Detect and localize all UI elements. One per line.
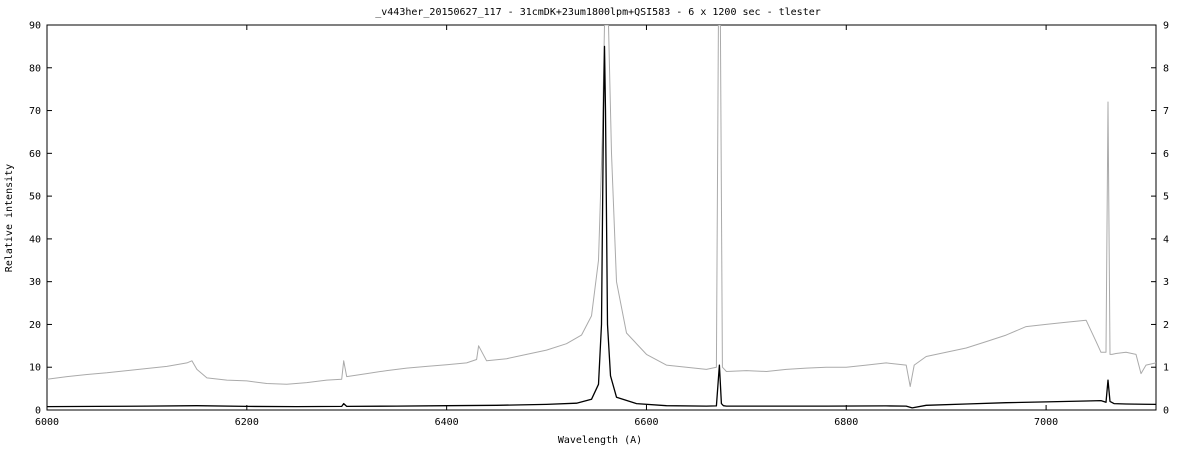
y-left-tick-label: 70: [29, 106, 41, 117]
y-right-tick-label: 8: [1163, 63, 1169, 74]
x-tick-label: 6800: [834, 417, 858, 428]
y-right-tick-label: 1: [1163, 363, 1169, 374]
y-right-tick-label: 5: [1163, 192, 1169, 203]
x-tick-label: 6000: [35, 417, 59, 428]
y-axis-left: 0 10 20 30 40 50 60 70 80 90: [29, 21, 52, 417]
y-axis-right: 0 1 2 3 4 5 6 7 8 9: [1151, 21, 1169, 417]
plot-frame: [46, 24, 1157, 411]
y-left-tick-label: 80: [29, 63, 41, 74]
x-axis-label: Wavelength (A): [558, 435, 642, 446]
y-left-tick-label: 50: [29, 192, 41, 203]
x-tick-label: 6600: [634, 417, 658, 428]
x-axis: 6000 6200 6400 6600 6800 7000: [35, 25, 1058, 428]
x-tick-label: 6200: [235, 417, 259, 428]
y-left-tick-label: 60: [29, 149, 41, 160]
gray-spectrum-line: [47, 25, 1156, 387]
y-right-tick-label: 4: [1163, 234, 1169, 245]
y-right-tick-label: 9: [1163, 21, 1169, 32]
y-right-tick-label: 2: [1163, 320, 1169, 331]
y-right-tick-label: 6: [1163, 149, 1169, 160]
black-spectrum-line: [47, 45, 1156, 409]
y-right-tick-label: 3: [1163, 277, 1169, 288]
y-left-tick-label: 10: [29, 363, 41, 374]
x-tick-label: 6400: [435, 417, 459, 428]
plot-border: [46, 24, 1157, 411]
series-group: [47, 25, 1156, 409]
y-right-tick-label: 7: [1163, 106, 1169, 117]
y-left-tick-label: 0: [35, 406, 41, 417]
y-right-tick-label: 0: [1163, 406, 1169, 417]
y-axis-label: Relative intensity: [4, 164, 15, 272]
x-tick-label: 7000: [1034, 417, 1058, 428]
y-left-tick-label: 30: [29, 277, 41, 288]
y-left-tick-label: 20: [29, 320, 41, 331]
chart-title: _v443her_20150627_117 - 31cmDK+23um1800l…: [375, 7, 821, 18]
y-left-tick-label: 40: [29, 234, 41, 245]
y-left-tick-label: 90: [29, 21, 41, 32]
